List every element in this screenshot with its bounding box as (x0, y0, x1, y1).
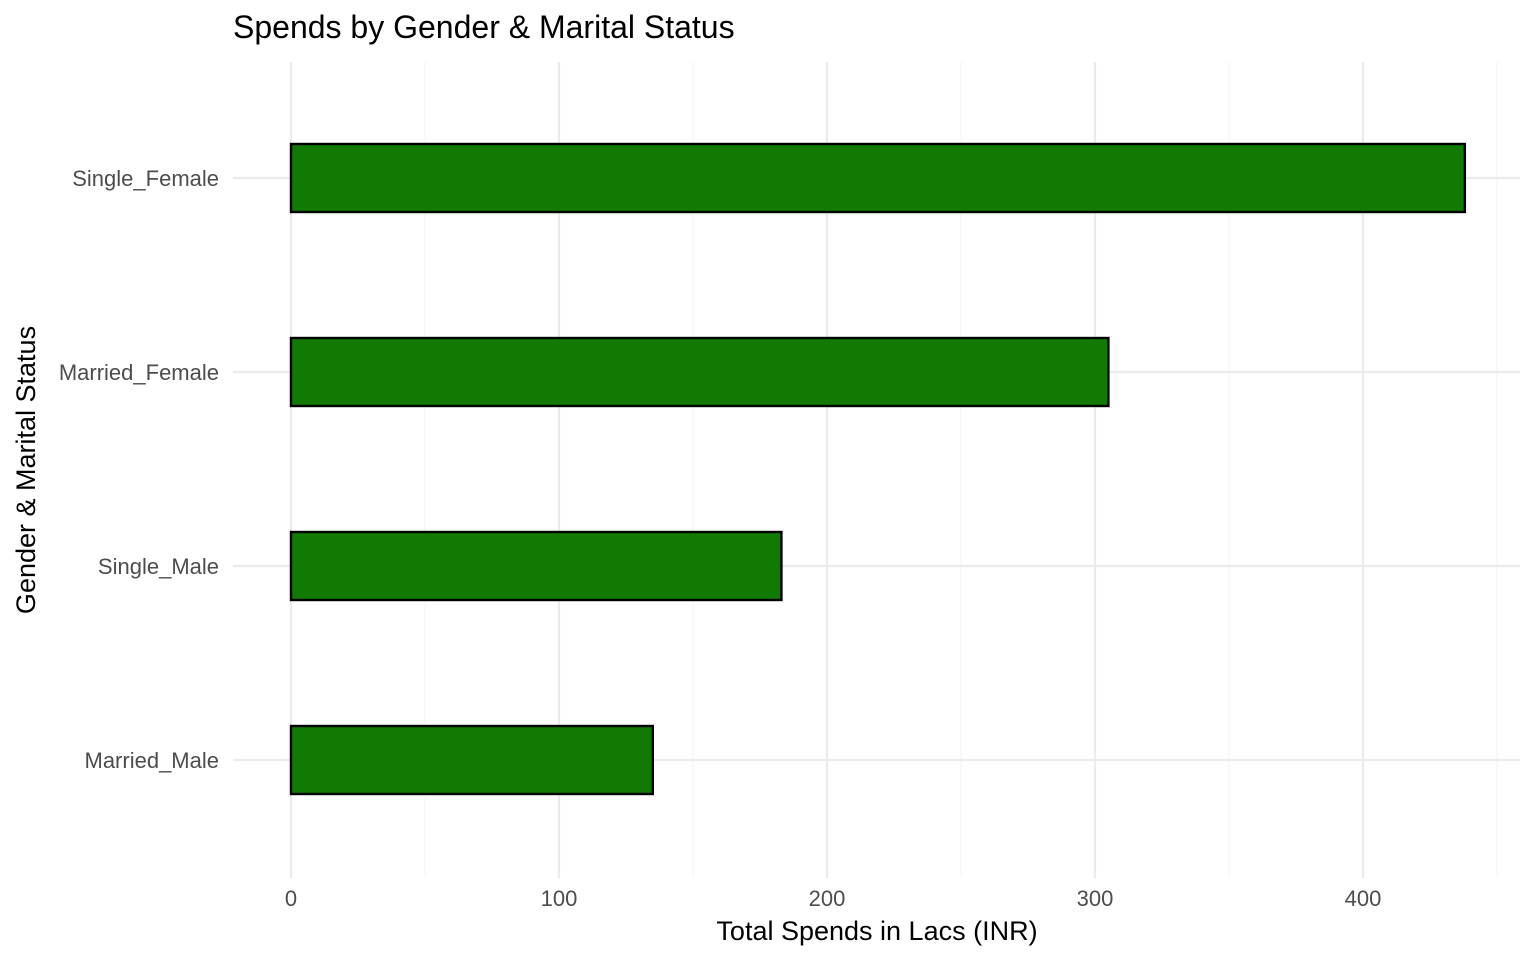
y-tick-label: Single_Male (98, 554, 219, 579)
y-axis-tick-labels: Single_Female Married_Female Single_Male Ma… (59, 166, 219, 773)
x-axis-title: Total Spends in Lacs (INR) (716, 916, 1037, 946)
x-axis-tick-labels: 0 100 200 300 400 (285, 886, 1381, 911)
y-tick-label: Married_Male (85, 748, 220, 773)
bar-married-male (289, 724, 654, 796)
x-tick-label: 0 (285, 886, 297, 911)
bar-single-male (289, 530, 783, 602)
x-tick-label: 400 (1345, 886, 1382, 911)
y-axis-title: Gender & Marital Status (11, 326, 41, 614)
bar-married-female (289, 336, 1110, 408)
x-tick-label: 300 (1077, 886, 1114, 911)
bars (289, 142, 1467, 796)
chart-title: Spends by Gender & Marital Status (233, 9, 735, 45)
x-tick-label: 200 (809, 886, 846, 911)
bar-single-female (289, 142, 1467, 214)
y-tick-label: Married_Female (59, 360, 219, 385)
x-tick-label: 100 (541, 886, 578, 911)
y-tick-label: Single_Female (72, 166, 219, 191)
